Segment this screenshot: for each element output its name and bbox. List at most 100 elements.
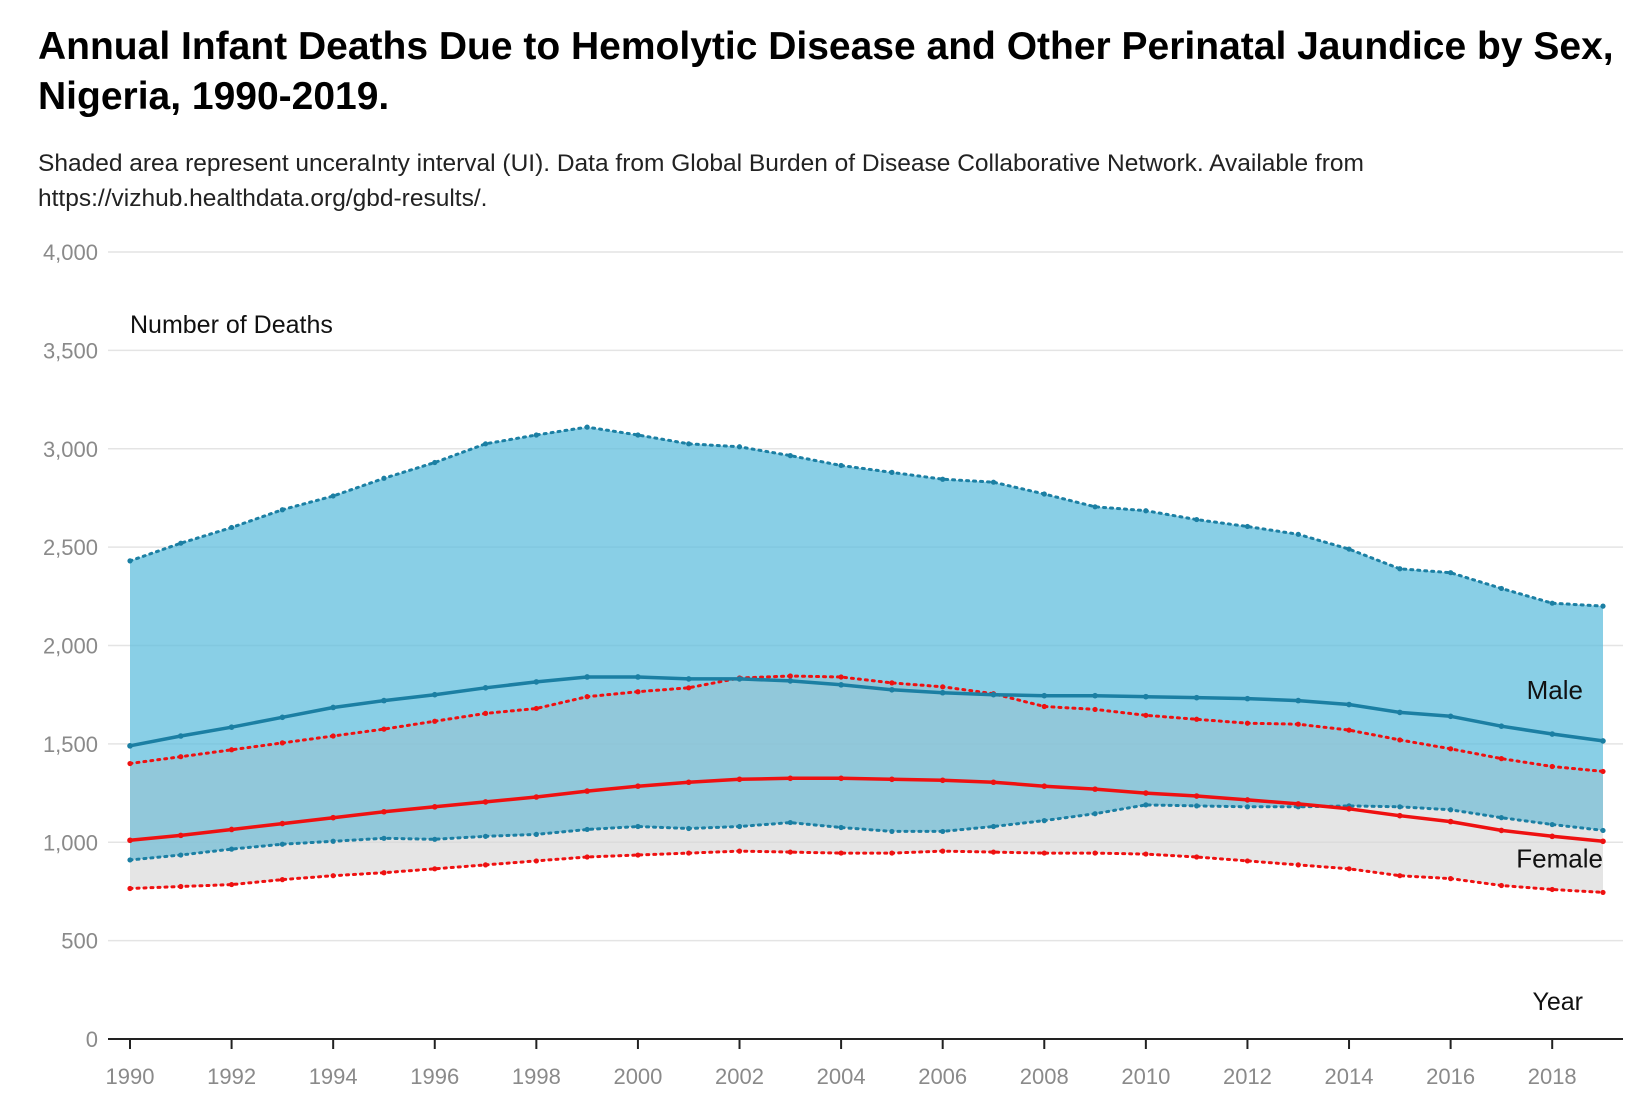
y-tick-label: 0: [86, 1027, 98, 1052]
female-upper-bound-point: [1600, 768, 1606, 775]
y-tick-label: 1,000: [43, 830, 98, 855]
male-upper-bound-point: [381, 475, 387, 481]
x-tick-label: 2014: [1325, 1064, 1374, 1089]
female-upper-bound-point: [533, 705, 539, 712]
male-upper-bound-point: [889, 469, 895, 475]
female-upper-bound-point: [787, 673, 793, 679]
female-lower-bound-point: [279, 877, 285, 883]
male-upper-bound-point: [787, 453, 793, 459]
female-data-point: [1397, 812, 1403, 819]
male-lower-bound-point: [1600, 827, 1606, 834]
x-tick-label: 2012: [1223, 1064, 1272, 1089]
male-data-point: [1092, 692, 1098, 699]
x-tick-label: 2018: [1528, 1064, 1577, 1089]
female-lower-bound-point: [330, 873, 336, 879]
male-data-point: [1244, 695, 1251, 702]
female-lower-bound-point: [787, 849, 793, 855]
male-upper-bound-point: [178, 540, 184, 546]
male-upper-bound-point: [584, 424, 590, 430]
male-data-point: [838, 682, 844, 688]
male-lower-bound-point: [1244, 804, 1251, 810]
female-data-point: [838, 775, 844, 782]
series-lines: [127, 674, 1606, 845]
uncertainty-bands: [130, 427, 1603, 893]
female-upper-bound-point: [228, 747, 235, 753]
female-data-point: [279, 820, 286, 827]
male-data-point: [889, 686, 895, 693]
x-axis: [108, 1038, 1623, 1049]
female-data-point: [736, 776, 743, 783]
female-data-point: [1549, 833, 1556, 840]
female-upper-bound-point: [584, 694, 590, 700]
male-upper-bound-point: [127, 558, 133, 564]
male-lower-bound-point: [228, 846, 235, 852]
male-upper-bound-point: [940, 476, 946, 482]
female-data-point: [1447, 818, 1454, 825]
male-data-point: [1346, 701, 1352, 708]
female-lower-bound-point: [635, 852, 641, 858]
male-data-point: [1295, 697, 1302, 704]
male-lower-bound-point: [889, 828, 895, 835]
female-lower-bound-point: [1600, 889, 1606, 896]
male-lower-bound-point: [1041, 818, 1047, 824]
male-data-point: [939, 689, 946, 696]
male-upper-bound-point: [1194, 516, 1200, 523]
male-upper-bound-point: [1346, 546, 1352, 552]
male-lower-bound-point: [736, 823, 743, 830]
y-tick-label: 3,500: [43, 338, 98, 363]
x-tick-label: 1996: [410, 1064, 459, 1089]
female-lower-bound-point: [381, 870, 387, 876]
male-upper-bound-line: [128, 425, 1605, 608]
male-data-point: [685, 676, 692, 682]
female-lower-bound-point: [1295, 862, 1301, 868]
female-upper-bound-point: [686, 685, 692, 691]
male-upper-bound-point: [1498, 585, 1505, 592]
female-lower-bound-point: [178, 883, 184, 890]
male-upper-bound-point: [1549, 600, 1555, 606]
male-lower-bound-point: [1498, 815, 1505, 821]
male-lower-bound-point: [127, 857, 133, 863]
male-lower-bound-point: [330, 838, 336, 844]
y-tick-label: 2,000: [43, 634, 98, 659]
male-upper-bound-point: [1092, 504, 1098, 510]
male-lower-bound-point: [990, 823, 997, 830]
female-upper-bound-point: [1041, 703, 1047, 710]
female-data-point: [533, 794, 540, 800]
female-upper-bound-point: [432, 718, 438, 724]
female-upper-bound-point: [1143, 712, 1149, 718]
female-upper-bound-line: [128, 674, 1605, 773]
female-lower-bound-line: [128, 849, 1605, 894]
female-upper-bound-point: [330, 733, 336, 739]
male-lower-bound-point: [1194, 803, 1200, 809]
male-data-point: [177, 733, 184, 739]
male-data-point: [228, 724, 235, 730]
male-upper-bound-point: [838, 462, 844, 469]
x-tick-label: 1992: [207, 1064, 256, 1089]
male-upper-bound-point: [1397, 566, 1403, 572]
female-upper-bound-point: [381, 726, 387, 732]
female-data-point: [1143, 790, 1149, 796]
female-data-point: [990, 779, 997, 786]
male-data-point: [482, 685, 489, 691]
x-tick-label: 1998: [512, 1064, 561, 1089]
male-upper-bound-point: [330, 493, 336, 499]
y-tick-label: 2,500: [43, 535, 98, 560]
male-upper-bound-point: [990, 479, 997, 485]
female-series-label: Female: [1516, 843, 1603, 873]
male-upper-bound-point: [1448, 570, 1454, 576]
male-lower-bound-line: [128, 803, 1605, 862]
female-lower-bound-point: [1092, 850, 1098, 856]
female-lower-bound-point: [1448, 876, 1454, 882]
male-data-point: [127, 743, 133, 749]
male-lower-bound-point: [381, 835, 387, 841]
female-lower-bound-point: [1244, 858, 1251, 864]
x-tick-label: 1990: [106, 1064, 155, 1089]
female-data-point: [1346, 806, 1352, 812]
y-axis-tick-labels: 0 500 1,000 1,500 2,000 2,500 3,000 3,500 4,000: [43, 240, 98, 1052]
male-lower-bound-point: [584, 826, 590, 833]
female-data-point: [1600, 838, 1606, 845]
female-data-point: [1041, 783, 1048, 789]
male-data-point: [990, 691, 997, 698]
male-data-point: [736, 676, 743, 682]
